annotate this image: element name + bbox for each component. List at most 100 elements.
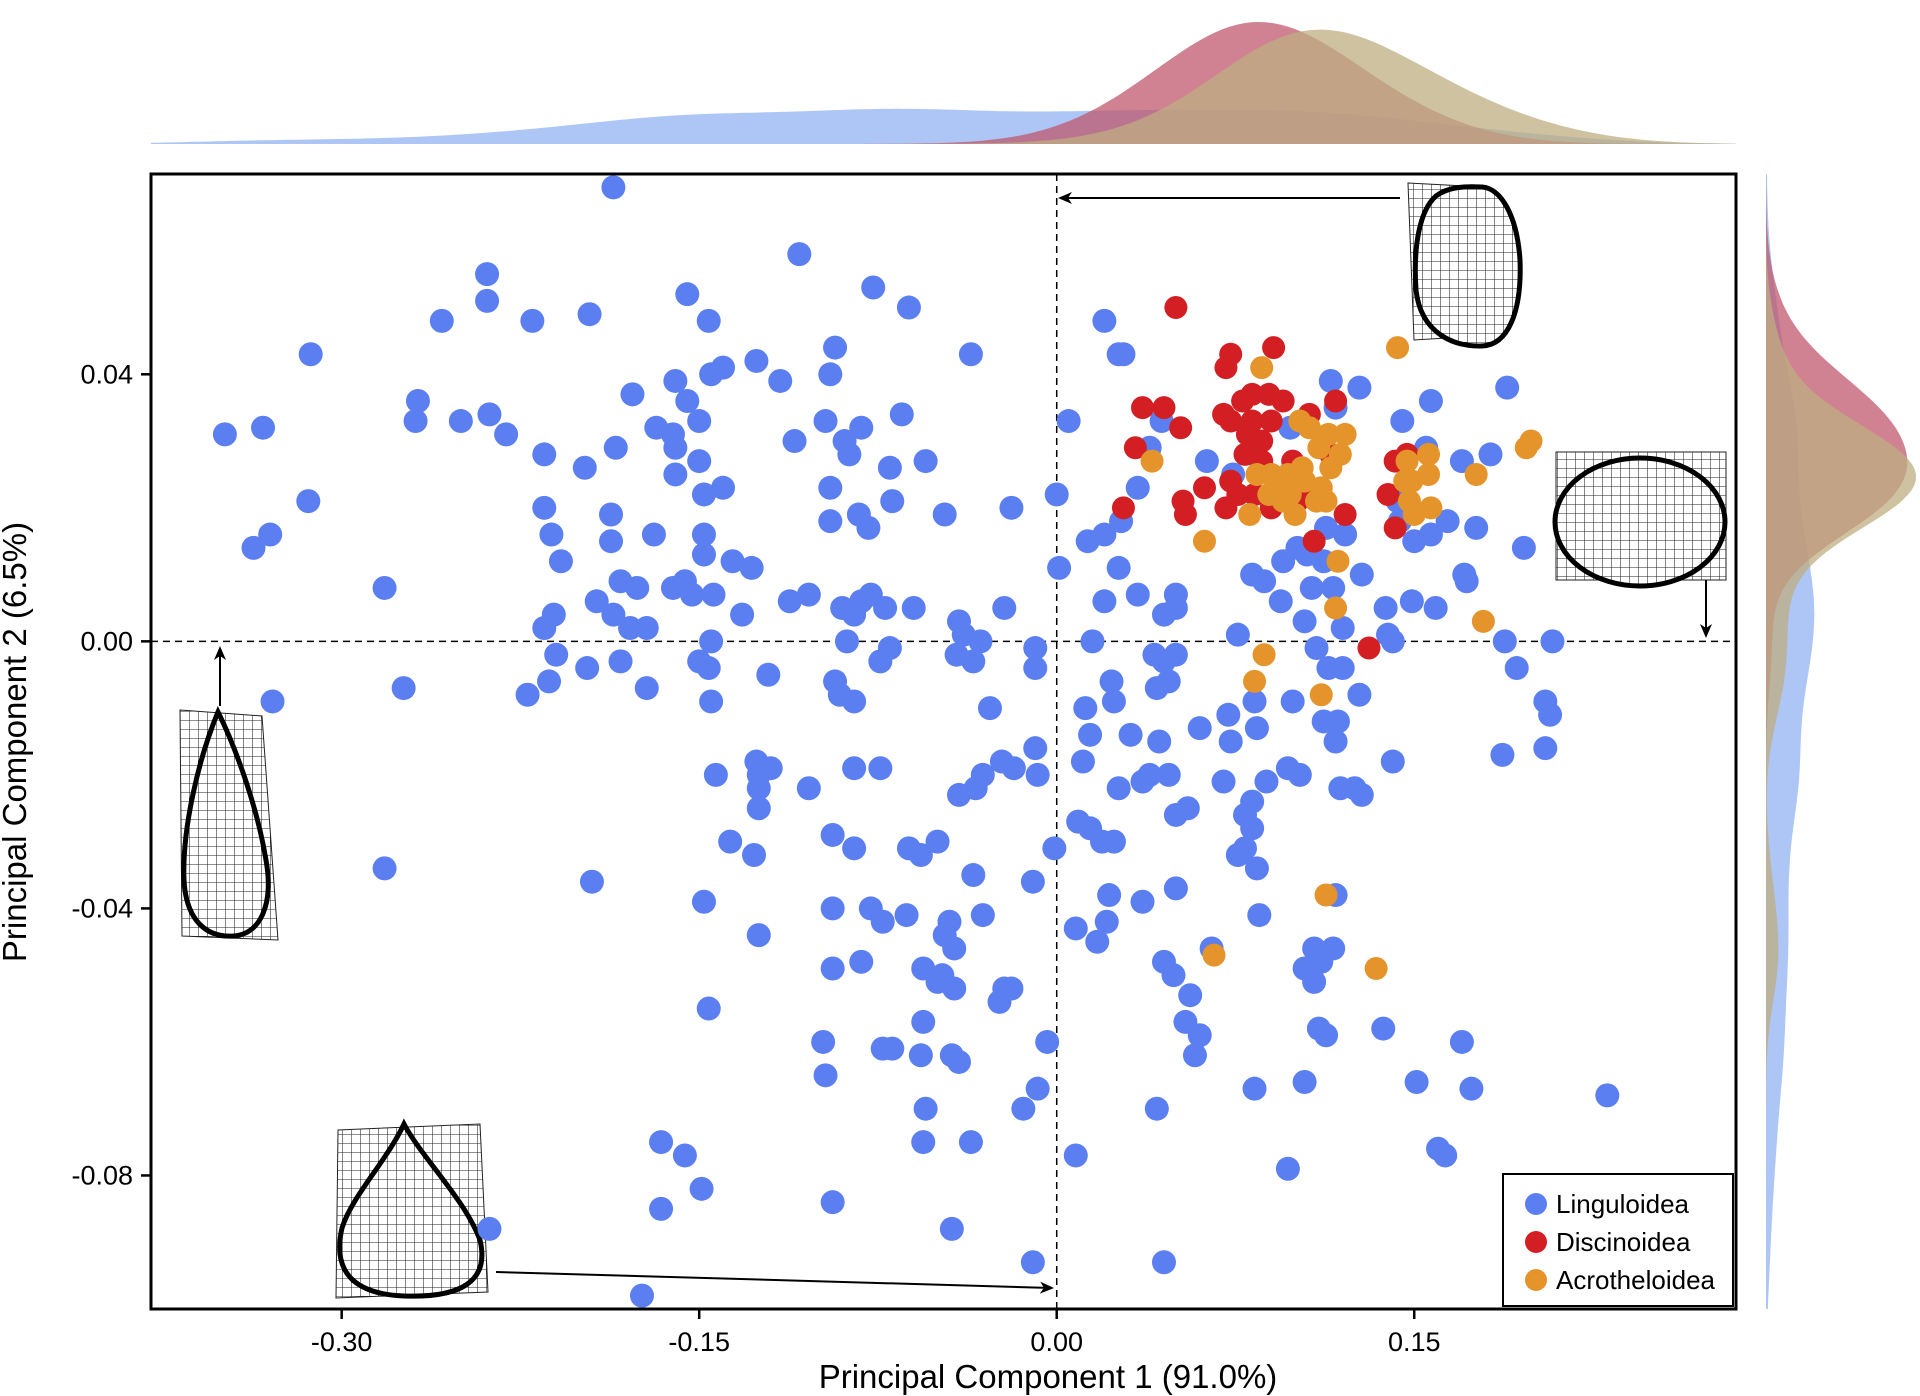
data-point (1304, 636, 1329, 661)
plot-area-frame (149, 172, 1738, 1311)
data-point (599, 529, 624, 554)
data-point (532, 442, 557, 467)
data-point (1194, 449, 1219, 474)
data-point (696, 656, 721, 681)
data-point (1357, 636, 1381, 660)
data-point (868, 649, 893, 674)
data-point (968, 629, 993, 654)
data-point (1101, 829, 1126, 854)
data-point (699, 629, 724, 654)
data-point (1187, 1023, 1212, 1048)
data-point (1326, 549, 1350, 573)
data-point (889, 402, 914, 427)
data-point (820, 956, 845, 981)
data-point (1514, 436, 1538, 460)
data-point (768, 368, 793, 393)
data-point (577, 302, 602, 327)
data-point (1321, 936, 1346, 961)
data-point (1504, 656, 1529, 681)
y-tick-label: 0.00 (80, 626, 133, 656)
data-point (1023, 736, 1048, 761)
data-point (756, 662, 781, 687)
data-point (1383, 516, 1407, 540)
data-point (946, 1049, 971, 1074)
data-point (1216, 702, 1241, 727)
right-marginal-density (1766, 174, 1916, 1309)
data-point (1250, 429, 1274, 453)
data-point (1140, 449, 1164, 473)
data-point (634, 676, 659, 701)
data-point (896, 295, 921, 320)
data-point (691, 482, 716, 507)
data-point (663, 435, 688, 460)
data-point (1125, 582, 1150, 607)
legend-label: Linguloidea (1556, 1189, 1690, 1219)
data-point (641, 522, 666, 547)
data-point (1449, 1029, 1474, 1054)
data-point (818, 475, 843, 500)
data-point (1187, 716, 1212, 741)
data-point (608, 649, 633, 674)
data-point (1307, 436, 1331, 460)
data-point (1156, 762, 1181, 787)
y-axis-ticks: -0.08 -0.04 0.00 0.04 (71, 359, 151, 1190)
data-point (1144, 1096, 1169, 1121)
data-point (1070, 749, 1095, 774)
data-point (1314, 1023, 1339, 1048)
data-point (1101, 689, 1126, 714)
data-point (818, 362, 843, 387)
data-point (537, 669, 562, 694)
data-point (908, 1043, 933, 1068)
data-point (1376, 482, 1400, 506)
data-point (987, 989, 1012, 1014)
data-point (1373, 595, 1398, 620)
data-point (787, 242, 812, 267)
data-point (1085, 929, 1110, 954)
data-point (625, 575, 650, 600)
data-point (699, 689, 724, 714)
data-point (1147, 729, 1172, 754)
data-point (873, 595, 898, 620)
data-point (1252, 643, 1276, 667)
data-point (1092, 308, 1117, 333)
data-point (1271, 389, 1295, 413)
data-point (1492, 629, 1517, 654)
data-point (1231, 389, 1255, 413)
data-point (877, 455, 902, 480)
data-point (1314, 489, 1338, 513)
legend-label: Acrotheloidea (1556, 1265, 1716, 1295)
data-point (861, 275, 886, 300)
data-point (1118, 722, 1143, 747)
data-point (834, 629, 859, 654)
data-point (813, 1063, 838, 1088)
data-point (942, 936, 967, 961)
data-point (1321, 575, 1346, 600)
data-point (477, 1216, 502, 1241)
data-point (842, 602, 867, 627)
data-point (663, 462, 688, 487)
data-point (1540, 629, 1565, 654)
data-point (894, 903, 919, 928)
data-point (970, 903, 995, 928)
data-point (1137, 762, 1162, 787)
data-point (999, 495, 1024, 520)
data-point (520, 308, 545, 333)
data-point (1399, 589, 1424, 614)
data-point (796, 776, 821, 801)
data-point (958, 1130, 983, 1155)
data-point (1292, 1070, 1317, 1094)
data-point (1324, 596, 1348, 620)
data-point (575, 656, 600, 681)
data-point (241, 535, 266, 560)
data-point (1511, 535, 1536, 560)
top-density-acrotheloidea (151, 29, 1736, 145)
data-point (1161, 963, 1186, 988)
data-point (823, 335, 848, 360)
data-point (1252, 569, 1277, 594)
data-point (1318, 368, 1343, 393)
data-point (1243, 669, 1267, 693)
data-point (1471, 609, 1495, 633)
data-point (1292, 609, 1317, 634)
inset-top-right-shape (1058, 182, 1523, 349)
data-point (691, 542, 716, 567)
